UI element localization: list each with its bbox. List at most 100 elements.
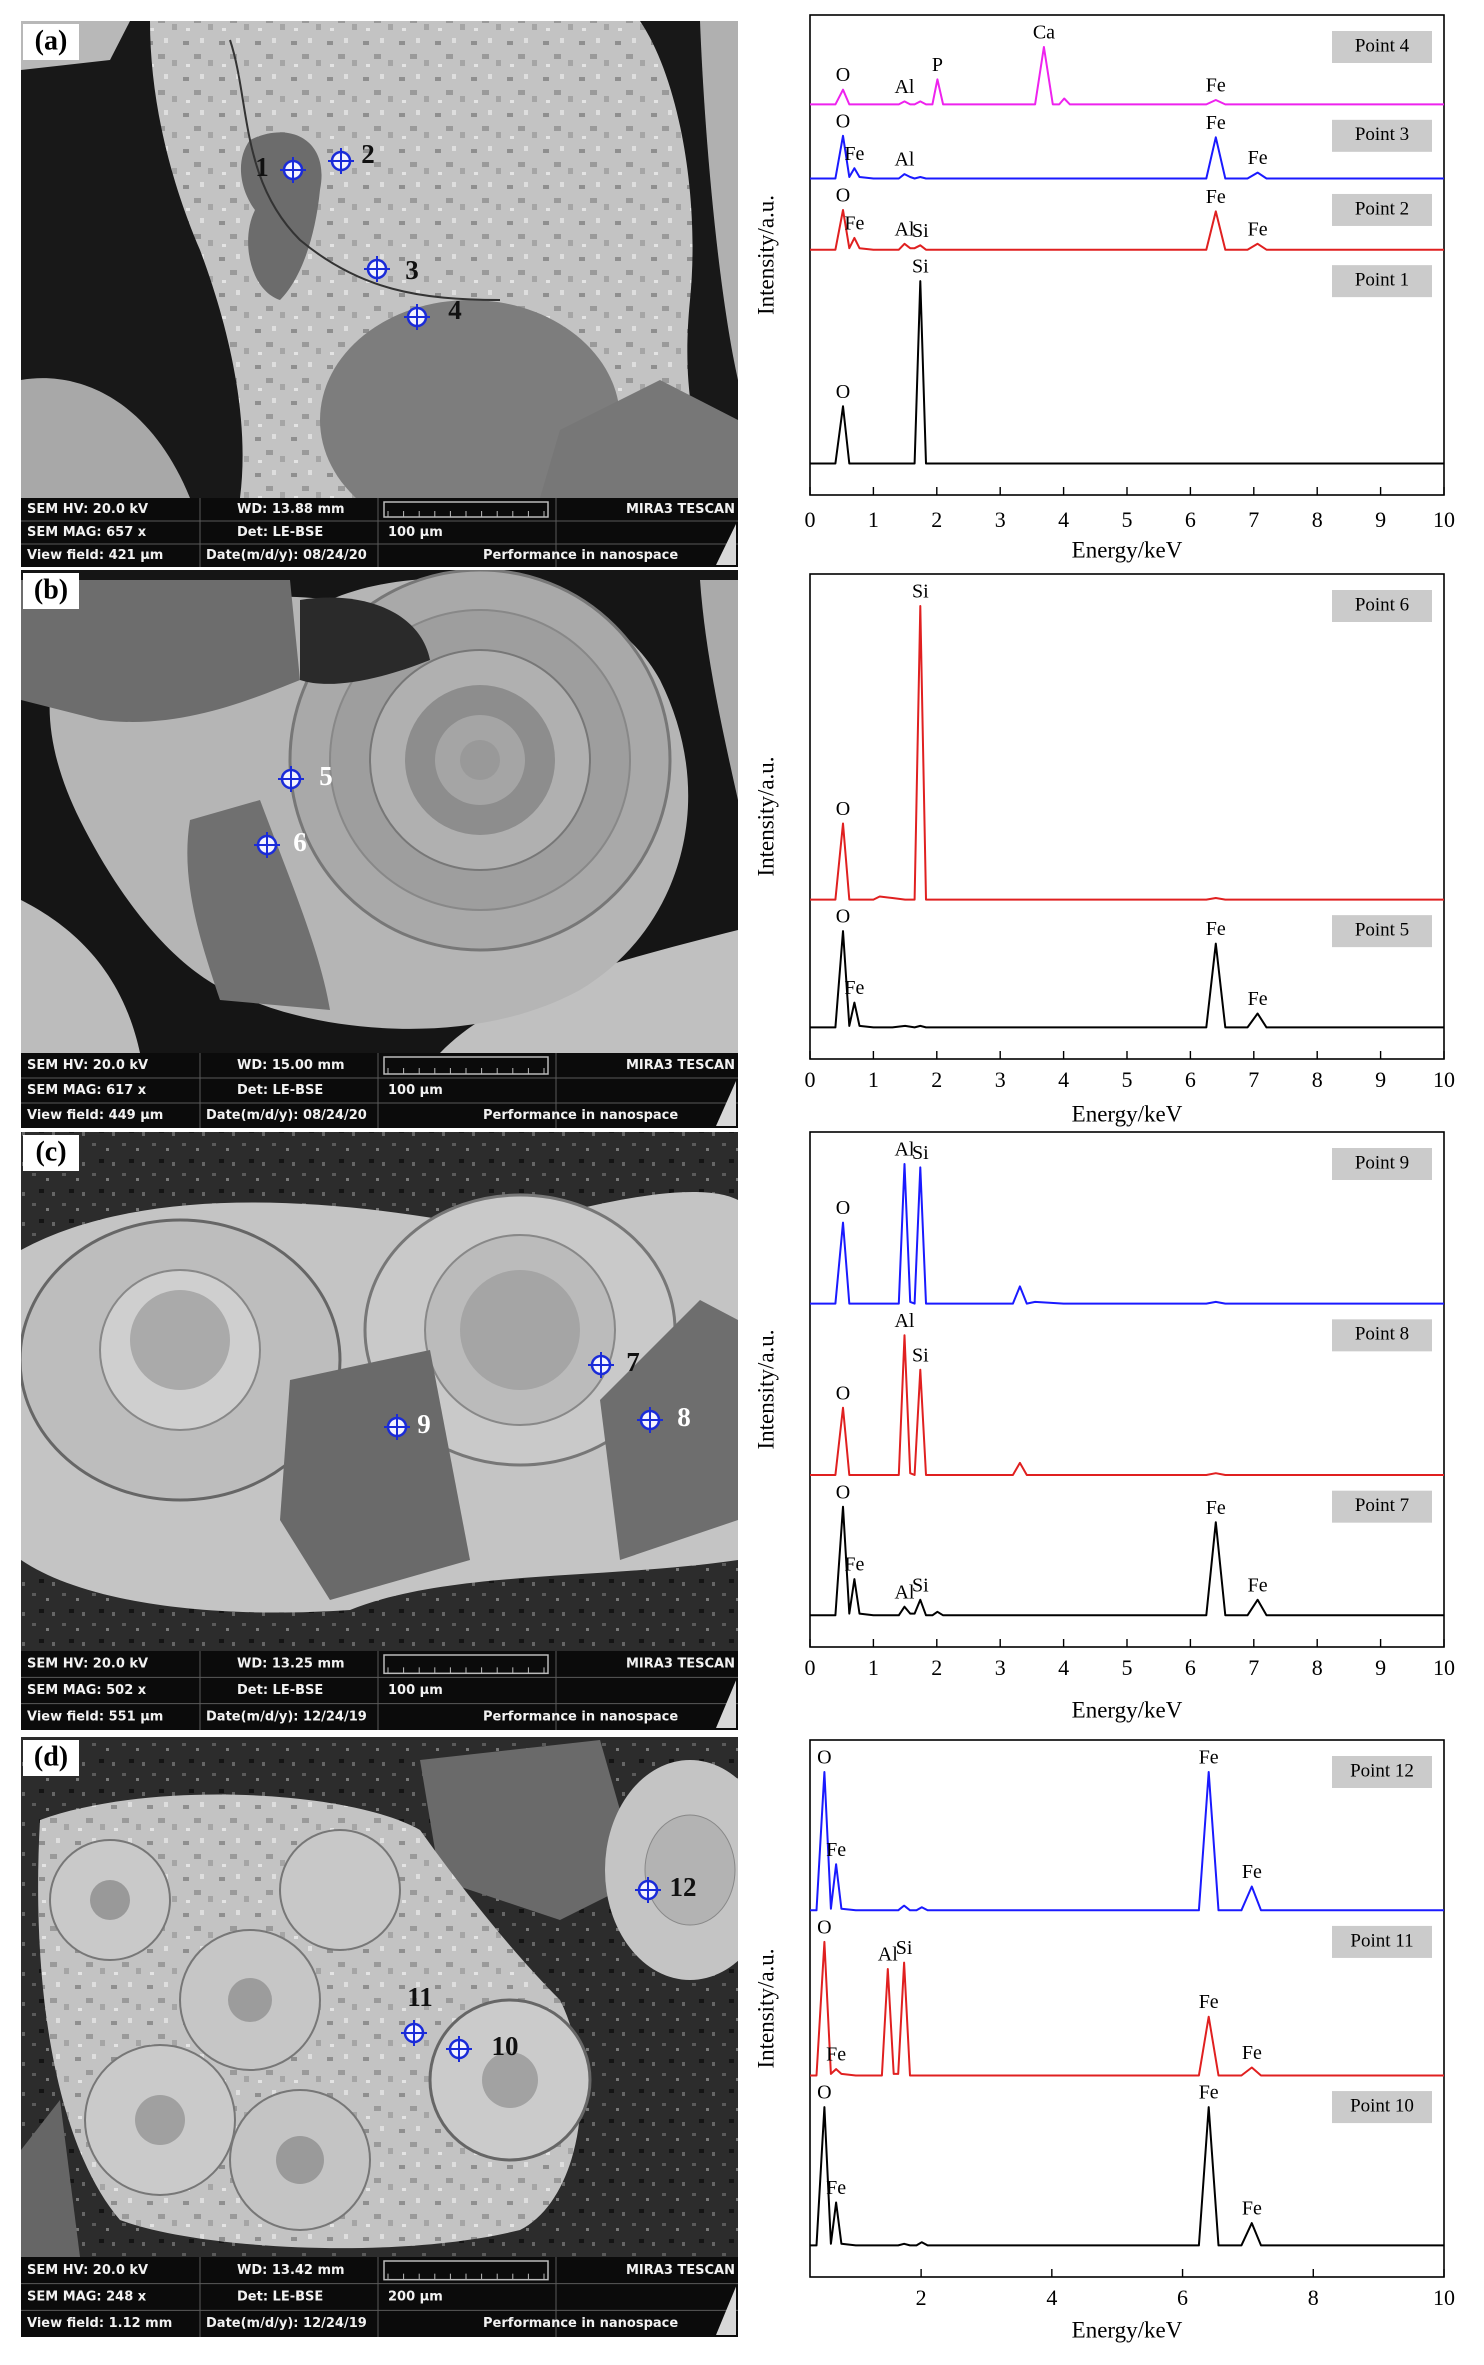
sem-texture bbox=[90, 1880, 130, 1920]
sem-texture bbox=[540, 380, 738, 498]
info-bar bbox=[21, 1651, 738, 1730]
sem-image-d bbox=[21, 1737, 738, 2257]
panel-label: (d) bbox=[34, 1741, 68, 1772]
point-number: 9 bbox=[417, 1409, 431, 1439]
sem-texture bbox=[440, 930, 738, 1053]
info-text: View field: 421 μm bbox=[27, 548, 163, 563]
panel-label: (c) bbox=[35, 1136, 66, 1167]
peak-label: Fe bbox=[1242, 2198, 1262, 2220]
info-text: 100 μm bbox=[388, 1683, 443, 1698]
peak-label: Fe bbox=[1248, 1574, 1268, 1596]
info-text: Performance in nanospace bbox=[483, 1108, 678, 1123]
point-number: 6 bbox=[293, 827, 307, 857]
peak-label: Fe bbox=[1242, 2042, 1262, 2064]
info-text: SEM HV: 20.0 kV bbox=[27, 502, 148, 517]
sem-texture bbox=[700, 580, 738, 800]
info-text: Performance in nanospace bbox=[483, 2316, 678, 2331]
x-tick-label: 2 bbox=[931, 1655, 942, 1680]
peak-label: Al bbox=[878, 1944, 898, 1966]
peak-label: O bbox=[836, 64, 850, 86]
x-tick-label: 0 bbox=[805, 507, 816, 532]
peak-label: Fe bbox=[1248, 218, 1268, 240]
x-tick-label: 9 bbox=[1375, 507, 1386, 532]
peak-label: Fe bbox=[826, 2177, 846, 2199]
x-axis-label: Energy/keV bbox=[1072, 1697, 1183, 1722]
peak-label: Si bbox=[912, 1574, 929, 1596]
peak-label: Fe bbox=[826, 2044, 846, 2066]
peak-label: Fe bbox=[1199, 2082, 1219, 2104]
sem-texture bbox=[21, 2100, 80, 2257]
info-bar bbox=[21, 1053, 738, 1128]
peak-label: Al bbox=[894, 149, 914, 171]
legend-label: Point 4 bbox=[1355, 35, 1410, 56]
x-tick-label: 3 bbox=[995, 1067, 1006, 1092]
legend-label: Point 2 bbox=[1355, 198, 1409, 219]
peak-label: O bbox=[817, 1747, 831, 1769]
peak-label: Si bbox=[912, 1344, 929, 1366]
info-text: Date(m/d/y): 08/24/20 bbox=[206, 1108, 367, 1123]
info-text: View field: 551 μm bbox=[27, 1709, 163, 1724]
sem-texture bbox=[644, 1814, 736, 1926]
info-text: SEM MAG: 248 x bbox=[27, 2290, 147, 2305]
x-tick-label: 10 bbox=[1433, 2285, 1455, 2310]
peak-label: Al bbox=[894, 218, 914, 240]
sem-texture bbox=[320, 300, 620, 498]
legend-box bbox=[1332, 2091, 1432, 2124]
x-tick-label: 10 bbox=[1433, 1655, 1455, 1680]
spectrum-line bbox=[810, 134, 1444, 180]
point-number: 8 bbox=[677, 1402, 691, 1432]
peak-label: Si bbox=[912, 581, 929, 603]
info-text: SEM MAG: 617 x bbox=[27, 1083, 147, 1098]
point-number: 12 bbox=[670, 1872, 697, 1902]
panel-label-bg bbox=[23, 1740, 79, 1776]
x-tick-label: 6 bbox=[1185, 1067, 1196, 1092]
sem-image-b bbox=[21, 570, 738, 1053]
x-tick-label: 7 bbox=[1248, 1655, 1259, 1680]
peak-label: O bbox=[836, 1481, 850, 1503]
panel-label-bg bbox=[23, 24, 79, 60]
x-tick-label: 4 bbox=[1058, 507, 1069, 532]
sem-texture bbox=[600, 1300, 738, 1560]
peak-label: Al bbox=[894, 1310, 914, 1332]
info-text: Date(m/d/y): 12/24/19 bbox=[206, 1709, 367, 1724]
point-number: 10 bbox=[492, 2031, 519, 2061]
legend-label: Point 11 bbox=[1350, 1930, 1413, 1951]
legend-box bbox=[1332, 1490, 1432, 1523]
x-tick-label: 7 bbox=[1248, 1067, 1259, 1092]
legend-box bbox=[1332, 1148, 1432, 1180]
sem-texture bbox=[21, 580, 300, 722]
legend-label: Point 12 bbox=[1350, 1760, 1414, 1781]
x-tick-label: 1 bbox=[868, 1067, 879, 1092]
peak-label: O bbox=[836, 381, 850, 403]
info-text: Det: LE-BSE bbox=[237, 1083, 323, 1098]
legend-label: Point 3 bbox=[1355, 124, 1409, 145]
x-tick-label: 8 bbox=[1312, 507, 1323, 532]
legend-label: Point 5 bbox=[1355, 919, 1409, 940]
y-axis-label: Intensity/a.u. bbox=[753, 1948, 778, 2068]
info-text: WD: 13.88 mm bbox=[237, 502, 345, 517]
peak-label: Fe bbox=[1206, 75, 1226, 97]
x-tick-label: 9 bbox=[1375, 1067, 1386, 1092]
info-text: Det: LE-BSE bbox=[237, 1683, 323, 1698]
x-axis-label: Energy/keV bbox=[1072, 1101, 1183, 1126]
sem-texture bbox=[280, 1350, 470, 1600]
info-text: Date(m/d/y): 12/24/19 bbox=[206, 2316, 367, 2331]
peak-label: Fe bbox=[1206, 112, 1226, 134]
sem-texture bbox=[187, 800, 330, 1010]
logo bbox=[716, 2286, 736, 2335]
legend-box bbox=[1332, 119, 1432, 152]
point-number: 4 bbox=[448, 295, 462, 325]
legend-box bbox=[1332, 1756, 1432, 1788]
x-tick-label: 7 bbox=[1248, 507, 1259, 532]
info-text: View field: 1.12 mm bbox=[27, 2316, 172, 2331]
spectrum-line bbox=[810, 1334, 1444, 1476]
x-tick-label: 0 bbox=[805, 1655, 816, 1680]
sem-texture bbox=[460, 740, 500, 780]
spectrum-line bbox=[810, 930, 1444, 1029]
peak-label: Fe bbox=[1199, 1747, 1219, 1769]
legend-label: Point 6 bbox=[1355, 594, 1409, 615]
peak-label: Ca bbox=[1033, 22, 1055, 44]
x-tick-label: 4 bbox=[1058, 1655, 1069, 1680]
x-tick-label: 1 bbox=[868, 507, 879, 532]
peak-label: Fe bbox=[844, 143, 864, 165]
